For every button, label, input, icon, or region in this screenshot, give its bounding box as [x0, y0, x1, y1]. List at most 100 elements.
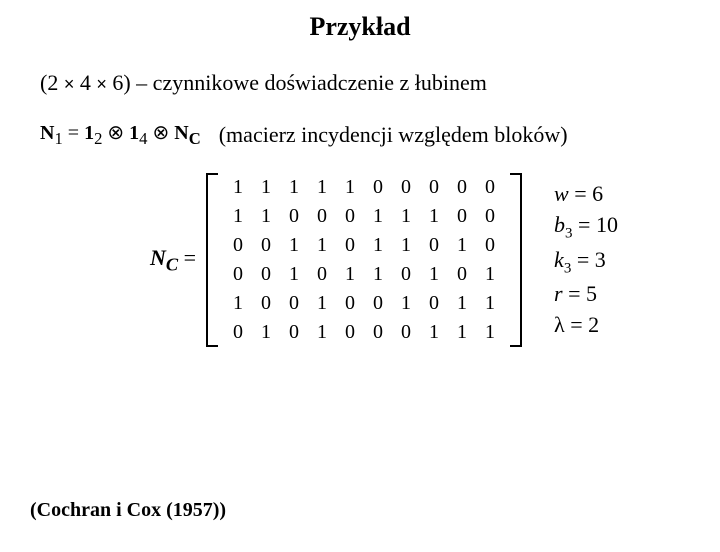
matrix-cell: 0 — [448, 202, 476, 231]
matrix-cell: 0 — [392, 318, 420, 347]
text: = 5 — [563, 281, 597, 306]
text: 4 — [74, 70, 96, 95]
text: 1 — [84, 122, 94, 144]
text: N — [40, 122, 54, 144]
text: λ — [554, 312, 565, 337]
bracket-right-icon — [510, 173, 522, 347]
matrix-cell: 0 — [280, 202, 308, 231]
matrix-cell: 0 — [364, 173, 392, 202]
matrix-cell: 0 — [252, 289, 280, 318]
matrix-cell: 1 — [252, 173, 280, 202]
text: r — [554, 281, 563, 306]
text: = 2 — [565, 312, 599, 337]
matrix-cell: 1 — [224, 173, 252, 202]
matrix-row: NC = 11111000001100011100001101101000101… — [150, 173, 720, 347]
incidence-caption: (macierz incydencji względem bloków) — [219, 122, 568, 148]
matrix-cell: 1 — [476, 289, 504, 318]
text: (2 — [40, 70, 64, 95]
matrix-cell: 0 — [476, 173, 504, 202]
matrix-cell: 0 — [476, 231, 504, 260]
text: C — [166, 254, 178, 274]
matrix-cell: 1 — [420, 260, 448, 289]
matrix-cell: 1 — [308, 173, 336, 202]
text: 1 — [54, 129, 62, 148]
matrix-cell: 1 — [448, 289, 476, 318]
citation: (Cochran i Cox (1957)) — [30, 499, 226, 522]
matrix-row: 1001001011 — [224, 289, 504, 318]
text: N — [174, 122, 188, 144]
incidence-row: N1 = 12 ⊗ 14 ⊗ NC (macierz incydencji wz… — [40, 120, 720, 149]
text: = 6 — [569, 181, 603, 206]
matrix-cell: 1 — [364, 202, 392, 231]
bracket-left-icon — [206, 173, 218, 347]
param-k3: k3 = 3 — [554, 245, 618, 279]
matrix-cell: 1 — [252, 202, 280, 231]
text: N — [150, 245, 166, 270]
matrix-cell: 0 — [364, 318, 392, 347]
matrix-cell: 1 — [448, 231, 476, 260]
matrix-cell: 1 — [392, 231, 420, 260]
matrix-cell: 1 — [448, 318, 476, 347]
times-icon: × — [96, 74, 107, 94]
matrix-cell: 0 — [336, 202, 364, 231]
matrix-cell: 1 — [364, 260, 392, 289]
text: = 3 — [571, 247, 605, 272]
matrix-cell: 1 — [420, 202, 448, 231]
matrix-cell: 0 — [224, 318, 252, 347]
matrix-cell: 1 — [280, 260, 308, 289]
matrix-row: 0101000111 — [224, 318, 504, 347]
matrix-cell: 1 — [336, 260, 364, 289]
matrix-cell: 1 — [420, 318, 448, 347]
text: C — [189, 129, 201, 148]
matrix-cell: 1 — [392, 289, 420, 318]
text: ⊗ — [102, 122, 129, 144]
text: b — [554, 212, 565, 237]
matrix-cell: 0 — [280, 289, 308, 318]
matrix-cell: 1 — [280, 173, 308, 202]
matrix-cell: 1 — [224, 289, 252, 318]
matrix-cell: 1 — [336, 173, 364, 202]
matrix-cell: 0 — [420, 289, 448, 318]
matrix-cell: 0 — [420, 231, 448, 260]
matrix-cell: 1 — [224, 202, 252, 231]
matrix-row: 0011011010 — [224, 231, 504, 260]
matrix-cell: 0 — [336, 289, 364, 318]
param-lambda: λ = 2 — [554, 310, 618, 341]
matrix-cell: 0 — [448, 173, 476, 202]
param-r: r = 5 — [554, 279, 618, 310]
matrix-cell: 1 — [364, 231, 392, 260]
matrix-cell: 1 — [392, 202, 420, 231]
text: 1 — [129, 122, 139, 144]
text: 3 — [565, 226, 573, 242]
matrix-table: 1111100000110001110000110110100010110101… — [224, 173, 504, 347]
matrix-cell: 0 — [336, 231, 364, 260]
matrix-cell: 0 — [392, 173, 420, 202]
param-w: w = 6 — [554, 179, 618, 210]
matrix-label: NC = — [150, 245, 196, 275]
design-line: (2 × 4 × 6) – czynnikowe doświadczenie z… — [40, 70, 720, 96]
text: 6) – czynnikowe doświadczenie z łubinem — [107, 70, 487, 95]
equation-n1: N1 = 12 ⊗ 14 ⊗ NC — [40, 120, 201, 149]
matrix-cell: 1 — [308, 318, 336, 347]
matrix-cell: 0 — [308, 202, 336, 231]
matrix-cell: 1 — [308, 289, 336, 318]
matrix: 1111100000110001110000110110100010110101… — [206, 173, 522, 347]
matrix-cell: 0 — [280, 318, 308, 347]
matrix-row: 0010110101 — [224, 260, 504, 289]
matrix-cell: 0 — [252, 231, 280, 260]
times-icon: × — [64, 74, 75, 94]
matrix-cell: 1 — [280, 231, 308, 260]
matrix-cell: 0 — [364, 289, 392, 318]
page-title: Przykład — [0, 12, 720, 42]
matrix-cell: 0 — [336, 318, 364, 347]
matrix-cell: 1 — [308, 231, 336, 260]
matrix-cell: 0 — [420, 173, 448, 202]
matrix-row: 1100011100 — [224, 202, 504, 231]
text: = 10 — [573, 212, 618, 237]
matrix-row: 1111100000 — [224, 173, 504, 202]
matrix-cell: 0 — [476, 202, 504, 231]
text: = — [178, 245, 196, 270]
matrix-cell: 0 — [392, 260, 420, 289]
matrix-cell: 1 — [476, 318, 504, 347]
text: = — [63, 122, 84, 144]
